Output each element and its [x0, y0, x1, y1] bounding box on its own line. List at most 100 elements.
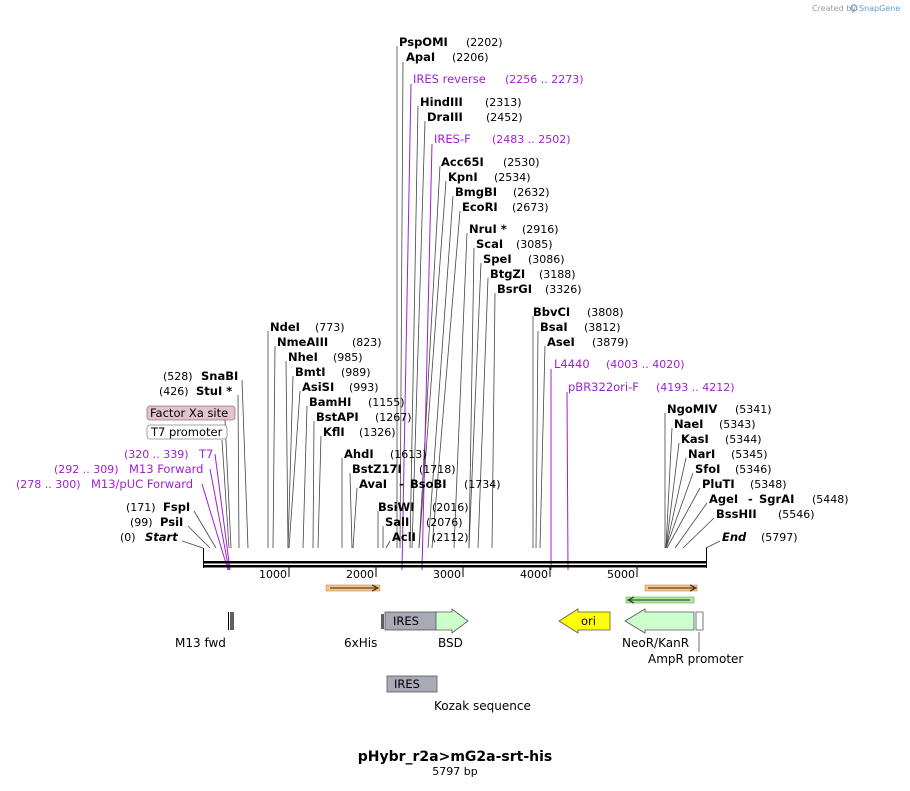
enzyme-label: ApaI	[406, 50, 435, 64]
enzyme-position: (5344)	[725, 433, 762, 446]
enzyme-label: AgeI	[709, 492, 738, 506]
enzyme-position: (2452)	[486, 111, 523, 124]
enzyme-position: (2313)	[485, 96, 522, 109]
enzyme-label: BamHI	[309, 395, 351, 409]
enzyme-label: AhdI	[344, 447, 374, 461]
enzyme-position: (1734)	[464, 478, 501, 491]
enzyme-label: BbvCI	[533, 305, 570, 319]
factor-xa-site-box: Factor Xa site	[146, 405, 236, 421]
enzyme-label: DraIII	[427, 110, 463, 124]
sequence-backbone	[203, 548, 707, 568]
enzyme-label: NaeI	[674, 417, 703, 431]
enzyme-label: NheI	[288, 350, 318, 364]
enzyme-label: KpnI	[448, 170, 478, 184]
neo-kanr-label: NeoR/KanR	[622, 636, 689, 650]
enzyme-label: BssHII	[716, 507, 757, 521]
enzyme-position: (5345)	[731, 448, 768, 461]
enzyme-position: (823)	[352, 336, 382, 349]
enzyme-label: BmtI	[295, 365, 326, 379]
enzyme-position: (2534)	[494, 171, 531, 184]
enzyme-position: (1155)	[368, 396, 405, 409]
primer-position: (278 .. 300)	[16, 478, 81, 491]
enzyme-label: StuI *	[196, 384, 232, 398]
plasmid-length: 5797 bp	[432, 765, 477, 778]
kozak-sequence-label: Kozak sequence	[434, 699, 531, 713]
enzyme-position: (1267)	[375, 411, 412, 424]
enzyme-label: SgrAI	[759, 492, 794, 506]
ori-label: ori	[581, 614, 596, 628]
enzyme-position: (3879)	[592, 336, 629, 349]
enzyme-position: (985)	[333, 351, 363, 364]
t7-promoter-box: T7 promoter	[146, 424, 228, 440]
his-tag-feature	[381, 614, 384, 629]
enzyme-position: (5797)	[761, 531, 798, 544]
primer-position: (2256 .. 2273)	[505, 73, 584, 86]
enzyme-label: BstAPI	[316, 410, 359, 424]
enzyme-label: FspI	[163, 500, 190, 514]
enzyme-separator: -	[748, 492, 753, 506]
primer-connector-lines	[201, 83, 569, 571]
enzyme-position: (1613)	[390, 448, 427, 461]
enzyme-label: SfoI	[695, 462, 720, 476]
bsd-arrow-feature	[435, 608, 469, 634]
enzyme-label: BsaI	[540, 320, 568, 334]
orf-arrow-left	[325, 584, 381, 592]
enzyme-position: (171)	[126, 501, 156, 514]
his-tag-label: 6xHis	[344, 636, 377, 650]
enzyme-label: NdeI	[270, 320, 300, 334]
primer-position: (4003 .. 4020)	[606, 358, 685, 371]
enzyme-position: (2202)	[466, 36, 503, 49]
enzyme-label: PspOMI	[399, 35, 448, 49]
enzyme-label: SalI	[385, 515, 409, 529]
primer-position: (292 .. 309)	[54, 463, 119, 476]
enzyme-label: BmgBI	[455, 185, 497, 199]
enzyme-label: NmeAIII	[277, 335, 328, 349]
enzyme-label: NarI	[688, 447, 715, 461]
connector-lines	[181, 46, 721, 549]
enzyme-position: (2916)	[522, 223, 559, 236]
primer-label: L4440	[554, 357, 590, 371]
snapgene-brand: SnapGene	[859, 4, 900, 13]
ires-label: IRES	[393, 614, 419, 628]
snapgene-logo-icon	[850, 4, 858, 12]
tick-label: 1000	[259, 568, 287, 581]
enzyme-label: ScaI	[476, 237, 503, 251]
primer-label: M13/pUC Forward	[91, 477, 193, 491]
enzyme-label: BsiWI	[378, 500, 415, 514]
enzyme-position: (3188)	[539, 268, 576, 281]
enzyme-position: (2076)	[426, 516, 463, 529]
primer-label: M13 Forward	[129, 462, 203, 476]
enzyme-position: (5348)	[750, 478, 787, 491]
primer-label: T7	[198, 447, 213, 461]
enzyme-position: (993)	[349, 381, 379, 394]
enzyme-position: (2673)	[512, 201, 549, 214]
enzyme-label: PsiI	[160, 515, 183, 529]
neo-kanr-arrow-feature	[624, 608, 704, 634]
factor-xa-site-label: Factor Xa site	[150, 406, 228, 420]
primer-labels: IRES reverse (2256 .. 2273) IRES-F (2483…	[16, 72, 735, 491]
enzyme-position: (3085)	[516, 238, 553, 251]
enzyme-position: (5343)	[719, 418, 756, 431]
enzyme-label: KflI	[323, 425, 345, 439]
enzyme-position: (5341)	[735, 403, 772, 416]
enzyme-position: (3808)	[587, 306, 624, 319]
primer-position: (320 .. 339)	[124, 448, 189, 461]
enzyme-position: (5346)	[735, 463, 772, 476]
enzyme-label: Acc65I	[441, 155, 484, 169]
enzyme-position: (3326)	[545, 283, 582, 296]
enzyme-label: AsiSI	[302, 380, 334, 394]
tick-label: 4000	[520, 568, 548, 581]
tick-label: 2000	[346, 568, 374, 581]
enzyme-position: (2632)	[513, 186, 550, 199]
enzyme-position: (0)	[120, 531, 136, 544]
enzyme-position: (2016)	[432, 501, 469, 514]
enzyme-labels-right: NgoMIV (5341) NaeI (5343) KasI (5344) Na…	[667, 402, 849, 544]
primer-label: IRES-F	[434, 132, 471, 146]
enzyme-separator: -	[399, 477, 404, 491]
enzyme-label: NgoMIV	[667, 402, 717, 416]
enzyme-label: AseI	[547, 335, 575, 349]
enzyme-position: (528)	[163, 370, 193, 383]
ori-arrow-feature	[558, 608, 611, 634]
enzyme-label: KasI	[681, 432, 709, 446]
enzyme-position: (3086)	[528, 253, 565, 266]
